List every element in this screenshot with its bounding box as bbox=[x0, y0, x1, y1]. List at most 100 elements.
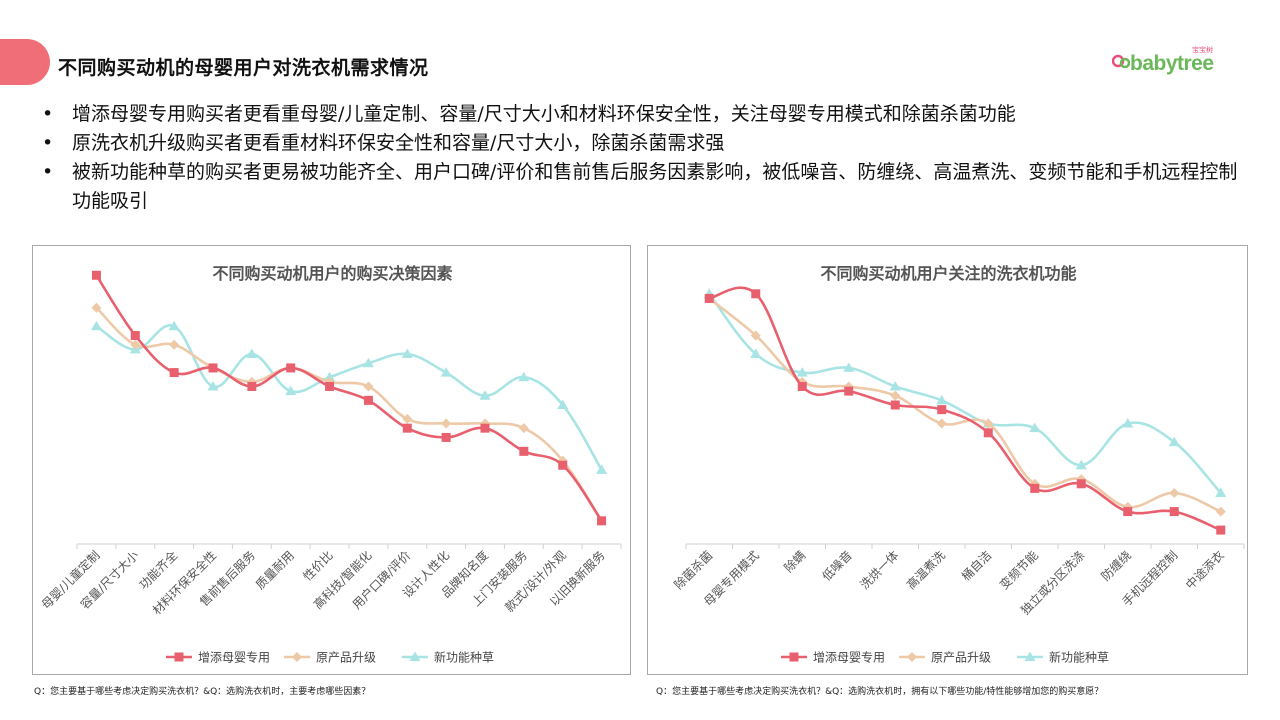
data-point bbox=[844, 386, 854, 396]
legend-marker bbox=[907, 652, 917, 662]
legend-label: 增添母婴专用 bbox=[813, 650, 885, 665]
logo-heart-icon bbox=[1112, 54, 1130, 69]
data-point bbox=[1030, 483, 1040, 493]
data-point bbox=[441, 432, 451, 442]
footnote-right: Q：您主要基于哪些考虑决定购买洗衣机？&Q：选购洗衣机时，拥有以下哪些功能/特性… bbox=[656, 687, 1104, 697]
data-point bbox=[1029, 422, 1041, 433]
data-point bbox=[518, 371, 530, 382]
features-chart: 不同购买动机用户关注的洗衣机功能除菌杀菌母婴专用模式 除螨 低噪音 洗烘一体 高温煮洗桶… bbox=[671, 264, 1245, 665]
bullet-item: 增添母婴专用购买者更看重母婴/儿童定制、容量/尺寸大小和材料环保安全性，关注母婴… bbox=[42, 100, 1252, 129]
data-point bbox=[1123, 507, 1133, 517]
data-point bbox=[402, 413, 413, 424]
data-point bbox=[704, 293, 714, 303]
x-tick-label: 低噪音 bbox=[819, 548, 855, 584]
data-point bbox=[983, 418, 994, 429]
data-point bbox=[843, 381, 854, 392]
series-3 bbox=[703, 288, 1227, 498]
data-point bbox=[1076, 479, 1086, 489]
data-point bbox=[890, 390, 901, 401]
data-point bbox=[130, 331, 140, 340]
data-point bbox=[440, 367, 452, 377]
series-line bbox=[708, 293, 1222, 494]
x-tick-label: 质量耐用 bbox=[253, 548, 297, 592]
x-tick-label: 除螨 bbox=[781, 548, 809, 576]
data-point bbox=[751, 289, 761, 299]
data-point bbox=[1169, 488, 1180, 499]
data-point bbox=[325, 381, 335, 391]
bullet-item: 原洗衣机升级购买者更看重材料环保安全性和容量/尺寸大小，除菌杀菌需求强 bbox=[42, 129, 1252, 158]
data-point bbox=[843, 362, 855, 372]
data-point bbox=[937, 405, 947, 415]
logo-text: babytree bbox=[1130, 52, 1214, 75]
legend-item: 原产品升级 bbox=[899, 651, 991, 665]
series-1 bbox=[704, 286, 1226, 535]
data-point bbox=[169, 339, 180, 350]
data-point bbox=[557, 399, 569, 409]
data-point bbox=[480, 423, 490, 433]
series-line bbox=[95, 274, 603, 522]
data-point bbox=[1216, 525, 1226, 535]
data-point bbox=[130, 339, 141, 350]
legend-marker bbox=[1024, 651, 1036, 661]
series-2 bbox=[91, 302, 607, 526]
x-tick-label: 桶自洁 bbox=[958, 548, 994, 584]
data-point bbox=[402, 423, 412, 433]
data-point bbox=[1122, 418, 1134, 428]
data-point bbox=[983, 428, 993, 438]
data-point bbox=[750, 330, 761, 341]
data-point bbox=[168, 320, 180, 331]
legend-item: 新功能种草 bbox=[1017, 650, 1109, 665]
series-2 bbox=[704, 293, 1226, 517]
data-point bbox=[208, 363, 218, 373]
legend-marker bbox=[409, 651, 421, 661]
chart-title: 不同购买动机用户关注的洗衣机功能 bbox=[820, 264, 1076, 283]
legend-marker bbox=[789, 652, 799, 662]
data-point bbox=[1168, 436, 1180, 447]
data-point bbox=[750, 348, 762, 359]
bullet-item: 被新功能种草的购买者更易被功能齐全、用户口碑/评价和售前售后服务因素影响，被低噪… bbox=[42, 158, 1252, 216]
x-tick-label: 中途添衣 bbox=[1182, 548, 1227, 593]
data-point bbox=[91, 270, 101, 280]
data-point bbox=[169, 368, 179, 378]
legend-item: 新功能种草 bbox=[402, 650, 494, 665]
data-point bbox=[246, 348, 258, 359]
data-point bbox=[285, 385, 297, 396]
data-point bbox=[91, 302, 102, 313]
data-point bbox=[363, 381, 374, 392]
data-point bbox=[207, 380, 219, 391]
series-line bbox=[708, 286, 1222, 532]
footnote-left: Q：您主要基于哪些考虑决定购买洗衣机？&Q：选购洗衣机时，主要考虑哪些因素？ bbox=[34, 687, 371, 697]
page-title: 不同购买动机的母婴用户对洗衣机需求情况 bbox=[58, 57, 429, 79]
data-point bbox=[890, 400, 900, 410]
data-point bbox=[1215, 487, 1227, 498]
data-point bbox=[479, 390, 491, 400]
data-point bbox=[401, 348, 413, 359]
legend-label: 新功能种草 bbox=[1049, 650, 1109, 665]
data-point bbox=[597, 516, 607, 526]
series-1 bbox=[91, 270, 607, 526]
data-point bbox=[936, 418, 947, 429]
series-3 bbox=[90, 320, 608, 474]
data-point bbox=[247, 381, 257, 391]
x-tick-label: 洗烘一体 bbox=[858, 548, 902, 592]
chart-panel-features: 不同购买动机用户关注的洗衣机功能 除菌杀菌 母婴专用模式 除螨 低噪音 洗烘一体 高温煮洗桶… bbox=[647, 245, 1248, 675]
x-tick-label: 除菌杀菌 bbox=[671, 548, 716, 593]
data-point bbox=[1169, 507, 1179, 517]
chart-title: 不同购买动机用户的购买决策因素 bbox=[212, 264, 452, 283]
x-tick-label: 防缠绕 bbox=[1098, 548, 1134, 584]
legend-item: 增添母婴专用 bbox=[166, 650, 270, 665]
series-line bbox=[95, 306, 603, 522]
x-tick-label: 变频节能 bbox=[996, 548, 1041, 593]
legend-label: 原产品升级 bbox=[931, 651, 991, 665]
decision-factors-chart: 不同购买动机用户的购买决策因素母婴/儿童定制容量/尺寸大小功能齐全材料环保安全性… bbox=[38, 264, 622, 665]
data-point bbox=[90, 320, 102, 331]
legend-item: 增添母婴专用 bbox=[781, 650, 885, 665]
data-point bbox=[286, 363, 296, 373]
title-accent-bar bbox=[0, 39, 50, 85]
series-line bbox=[708, 297, 1222, 513]
data-point bbox=[1215, 506, 1226, 517]
data-point bbox=[441, 418, 452, 429]
legend-label: 增添母婴专用 bbox=[198, 650, 270, 665]
data-point bbox=[558, 460, 568, 470]
summary-bullets: 增添母婴专用购买者更看重母婴/儿童定制、容量/尺寸大小和材料环保安全性，关注母婴… bbox=[42, 100, 1252, 216]
